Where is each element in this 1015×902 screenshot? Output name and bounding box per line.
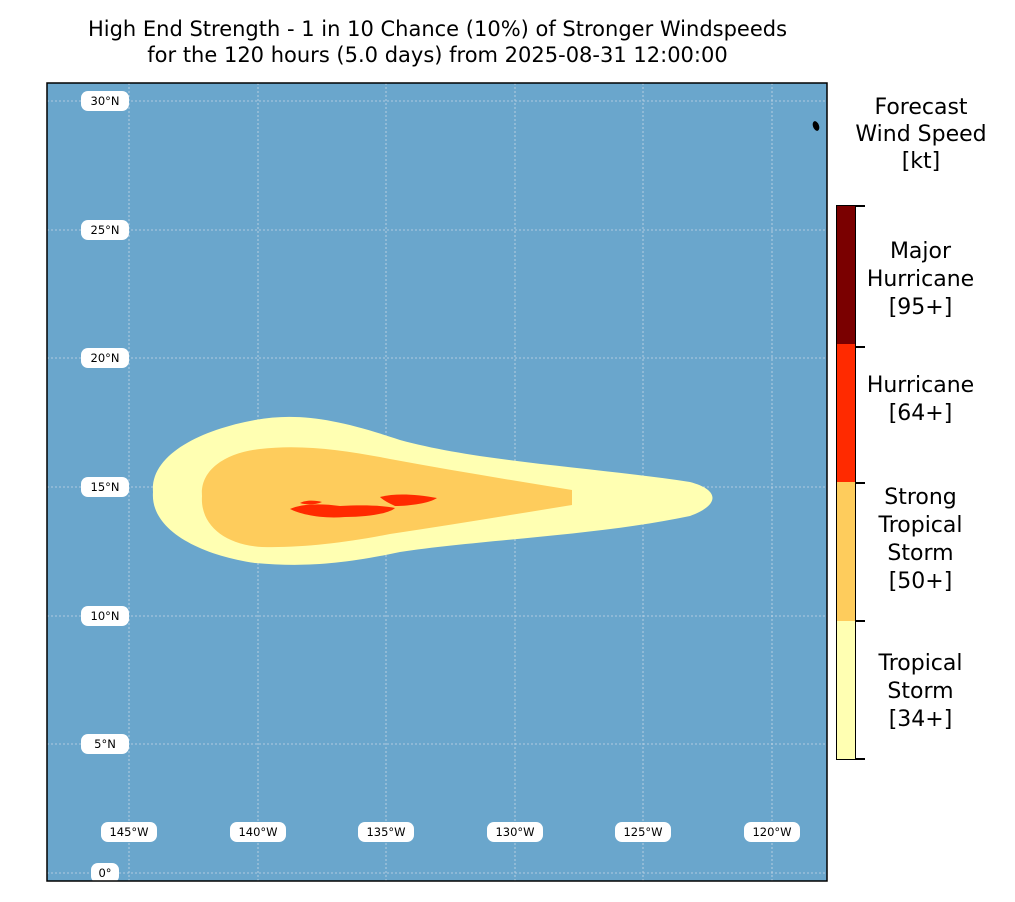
colorbar-tick bbox=[856, 205, 865, 207]
latitude-label: 25°N bbox=[81, 220, 129, 240]
title-line-1: High End Strength - 1 in 10 Chance (10%)… bbox=[87, 17, 788, 41]
colorbar-label-hurricane: Hurricane [64+] bbox=[866, 373, 975, 426]
latitude-label: 15°N bbox=[81, 477, 129, 497]
longitude-label: 140°W bbox=[230, 822, 286, 842]
colorbar-tick bbox=[856, 620, 865, 622]
latitude-label: 0° bbox=[91, 863, 119, 883]
longitude-label: 120°W bbox=[744, 822, 800, 842]
colorbar-segment-tropical-storm bbox=[837, 621, 855, 759]
colorbar-label-tropical-storm: Tropical Storm [34+] bbox=[878, 651, 963, 732]
colorbar-title: Forecast Wind Speed [kt] bbox=[855, 95, 987, 174]
latitude-labels: 30°N 25°N 20°N 15°N 10°N 5°N 0° bbox=[81, 91, 129, 883]
longitude-label: 125°W bbox=[615, 822, 671, 842]
longitude-label: 135°W bbox=[358, 822, 414, 842]
latitude-label: 20°N bbox=[81, 348, 129, 368]
longitude-label: 145°W bbox=[101, 822, 157, 842]
longitude-labels: 145°W 140°W 135°W 130°W 125°W 120°W bbox=[101, 822, 800, 842]
colorbar-segment-major-hurricane bbox=[837, 206, 855, 344]
svg-text:130°W: 130°W bbox=[495, 825, 534, 839]
svg-text:15°N: 15°N bbox=[91, 480, 120, 494]
svg-text:20°N: 20°N bbox=[91, 351, 120, 365]
colorbar-tick bbox=[856, 346, 865, 348]
svg-text:10°N: 10°N bbox=[91, 609, 120, 623]
svg-text:120°W: 120°W bbox=[752, 825, 791, 839]
colorbar-label-strong-tropical-storm: Strong Tropical Storm [50+] bbox=[878, 485, 963, 594]
svg-text:5°N: 5°N bbox=[94, 737, 116, 751]
title-line-2: for the 120 hours (5.0 days) from 2025-0… bbox=[147, 43, 728, 67]
colorbar-tick bbox=[856, 758, 865, 760]
map-frame bbox=[46, 82, 828, 882]
latitude-label: 10°N bbox=[81, 606, 129, 626]
chart-title: High End Strength - 1 in 10 Chance (10%)… bbox=[0, 16, 875, 68]
colorbar bbox=[836, 205, 856, 760]
colorbar-tick bbox=[856, 482, 865, 484]
colorbar-segment-hurricane bbox=[837, 344, 855, 482]
colorbar-segment-strong-tropical-storm bbox=[837, 482, 855, 621]
svg-text:25°N: 25°N bbox=[91, 223, 120, 237]
svg-text:145°W: 145°W bbox=[109, 825, 148, 839]
latitude-label: 30°N bbox=[81, 91, 129, 111]
small-island bbox=[812, 121, 820, 131]
latitude-label: 5°N bbox=[81, 734, 129, 754]
svg-text:30°N: 30°N bbox=[91, 94, 120, 108]
colorbar-label-major-hurricane: Major Hurricane [95+] bbox=[866, 239, 975, 320]
swath-hurricane bbox=[290, 494, 437, 518]
longitude-label: 130°W bbox=[487, 822, 543, 842]
svg-text:135°W: 135°W bbox=[366, 825, 405, 839]
svg-text:140°W: 140°W bbox=[238, 825, 277, 839]
svg-text:125°W: 125°W bbox=[623, 825, 662, 839]
svg-text:0°: 0° bbox=[98, 866, 111, 880]
